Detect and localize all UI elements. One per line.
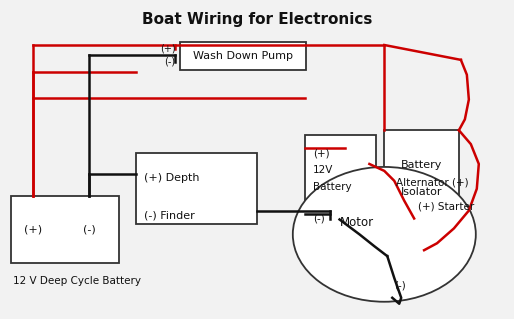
- Text: (-): (-): [394, 281, 406, 291]
- Text: (+) Depth: (+) Depth: [143, 173, 199, 183]
- Text: Isolator: Isolator: [401, 187, 443, 197]
- Text: (-) Finder: (-) Finder: [143, 211, 194, 220]
- Text: Wash Down Pump: Wash Down Pump: [193, 51, 293, 61]
- Text: Boat Wiring for Electronics: Boat Wiring for Electronics: [142, 12, 372, 27]
- Text: (+): (+): [160, 44, 175, 54]
- FancyBboxPatch shape: [180, 42, 306, 70]
- FancyBboxPatch shape: [11, 196, 119, 263]
- FancyBboxPatch shape: [384, 130, 459, 214]
- FancyBboxPatch shape: [305, 135, 376, 219]
- Text: (+): (+): [313, 148, 329, 158]
- Text: (-): (-): [83, 224, 95, 234]
- Text: Battery: Battery: [313, 182, 352, 192]
- Text: Motor: Motor: [339, 216, 374, 229]
- Text: Battery: Battery: [401, 160, 442, 170]
- Ellipse shape: [293, 167, 476, 302]
- Text: (+) Starter: (+) Starter: [418, 202, 474, 211]
- Text: (+): (+): [24, 224, 42, 234]
- Text: 12V: 12V: [313, 165, 333, 175]
- FancyBboxPatch shape: [136, 153, 257, 225]
- Text: (-): (-): [313, 213, 324, 224]
- Text: 12 V Deep Cycle Battery: 12 V Deep Cycle Battery: [13, 276, 141, 286]
- Text: (-): (-): [164, 57, 175, 67]
- Text: Alternator (+): Alternator (+): [396, 178, 468, 188]
